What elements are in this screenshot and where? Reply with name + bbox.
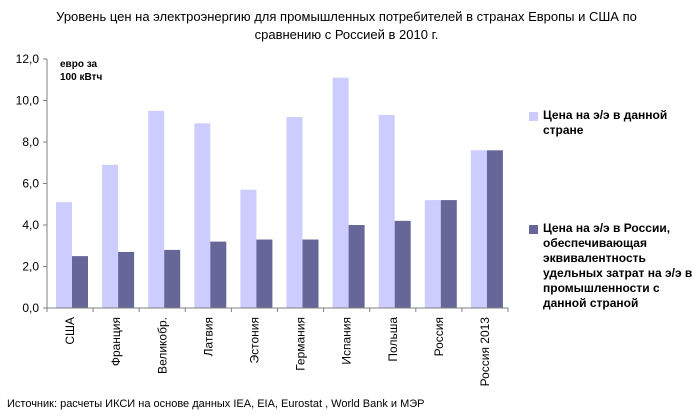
- y-axis-unit-label: евро за 100 кВтч: [60, 59, 103, 83]
- bar-series-2: [118, 251, 135, 308]
- legend-swatch-series-1: [529, 112, 538, 121]
- x-category-label: Латвия: [201, 317, 215, 356]
- bar-series-1: [424, 200, 441, 308]
- legend-label-series-1: Цена на э/э в данной стране: [543, 108, 668, 137]
- source-note: Источник: расчеты ИКСИ на основе данных …: [7, 398, 425, 410]
- x-category-label: Великобр.: [155, 317, 169, 374]
- y-tick-label: 6,0: [22, 177, 39, 191]
- x-category-label: Германия: [294, 317, 308, 371]
- y-tick-label: 8,0: [22, 135, 39, 149]
- chart-title-line-1: Уровень цен на электроэнергию для промыш…: [56, 9, 637, 24]
- bar-series-1: [286, 117, 303, 308]
- x-category-label: США: [63, 317, 77, 345]
- y-tick-label: 4,0: [22, 218, 39, 232]
- y-tick-label: 0,0: [22, 301, 39, 315]
- legend-swatch-series-2: [529, 225, 538, 234]
- bar-series-2: [210, 241, 227, 308]
- bar-series-2: [302, 239, 319, 308]
- chart-title-line-2: сравнению с Россией в 2010 г.: [254, 27, 439, 42]
- bar-series-2: [72, 256, 88, 308]
- bar-series-2: [164, 249, 181, 308]
- bar-series-2: [394, 220, 411, 308]
- x-category-label: Испания: [340, 317, 354, 365]
- bar-series-2: [440, 200, 457, 308]
- bar-series-1: [332, 77, 349, 308]
- x-category-label: Россия: [432, 317, 446, 356]
- bar-series-1: [102, 164, 119, 308]
- y-tick-label: 12,0: [16, 52, 40, 66]
- bar-series-2: [348, 225, 365, 308]
- y-tick-label: 2,0: [22, 260, 39, 274]
- bar-series-1: [470, 150, 487, 308]
- legend-label-series-2: Цена на э/э в России, обеспечивающая экв…: [543, 221, 693, 310]
- x-category-label: Россия 2013: [478, 317, 492, 387]
- bar-series-2: [486, 150, 503, 308]
- x-category-label: Франция: [109, 317, 123, 366]
- bar-series-1: [194, 123, 211, 308]
- bar-series-1: [240, 189, 257, 308]
- bar-series-1: [378, 115, 395, 309]
- bar-series-1: [148, 110, 165, 308]
- y-tick-label: 10,0: [16, 94, 40, 108]
- x-category-label: Эстония: [247, 317, 261, 364]
- bar-series-2: [256, 239, 273, 308]
- x-category-label: Польша: [386, 317, 400, 362]
- chart-title: Уровень цен на электроэнергию для промыш…: [0, 8, 693, 44]
- bar-series-1: [56, 202, 72, 308]
